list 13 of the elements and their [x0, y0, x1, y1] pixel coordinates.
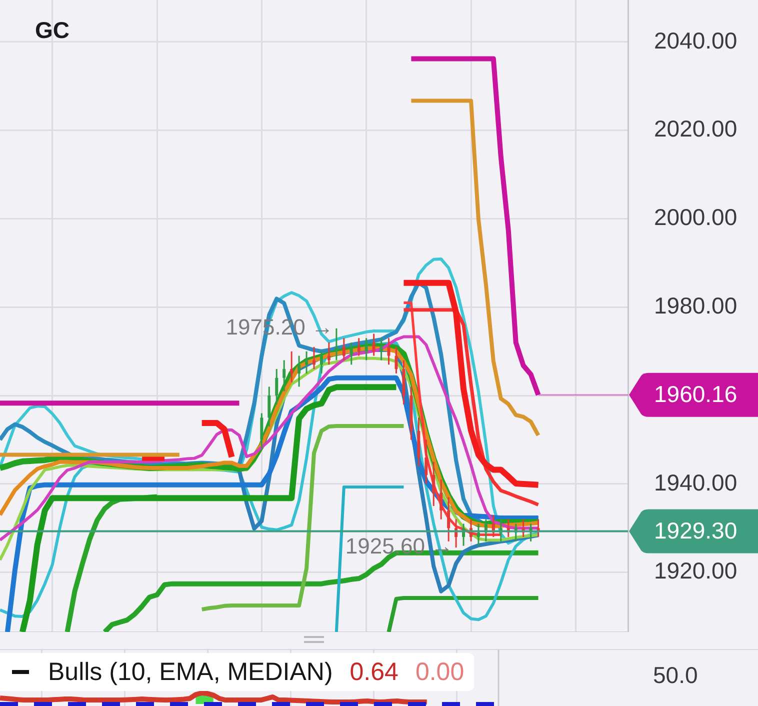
- y-tick-label: 2020.00: [654, 116, 738, 142]
- chart-title: Bulls (10, EMA, MEDIAN): [48, 658, 333, 686]
- data-label: 1960.16: [654, 381, 738, 408]
- y-tick-label: 2000.00: [654, 204, 738, 230]
- annotation: 1925.60 →: [345, 534, 454, 559]
- text: 50.0: [653, 662, 698, 689]
- y-tick-label: 1940.00: [654, 469, 738, 496]
- text: GC: [35, 17, 70, 43]
- label-box: Bulls (10, EMA, MEDIAN) 0.64 0.00: [0, 653, 474, 691]
- y-tick-label: 1920.00: [654, 558, 738, 584]
- y-tick-label: 1980.00: [654, 292, 738, 319]
- ref-line-label: 1929.30: [654, 518, 738, 544]
- y-tick-label: 2040.00: [654, 27, 738, 54]
